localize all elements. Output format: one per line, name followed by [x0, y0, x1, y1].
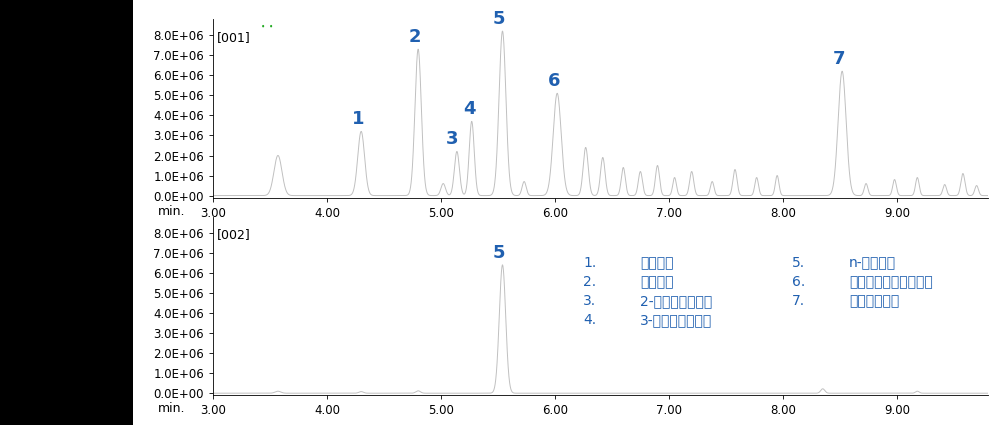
Text: 5: 5 [493, 244, 505, 262]
Text: 5.: 5. [792, 256, 805, 270]
Text: 3-メチルペンタン: 3-メチルペンタン [640, 313, 713, 327]
Polygon shape [0, 0, 133, 425]
Text: メチルシクロペンタン: メチルシクロペンタン [849, 275, 933, 289]
Text: 5: 5 [493, 10, 505, 28]
Text: アセトン: アセトン [640, 275, 674, 289]
Text: min.: min. [158, 402, 186, 415]
Text: [002]: [002] [217, 228, 251, 241]
Text: 1.: 1. [583, 256, 597, 270]
Text: O: O [20, 235, 32, 249]
Text: 6.: 6. [792, 275, 805, 289]
Text: 2-メチルペンタン: 2-メチルペンタン [640, 294, 713, 308]
Text: [001]: [001] [217, 31, 251, 43]
Text: ple: ple [20, 116, 44, 130]
Text: 4: 4 [463, 100, 476, 118]
Text: 3.: 3. [583, 294, 597, 308]
Text: n-ヘキサン: n-ヘキサン [849, 256, 896, 270]
Text: m: m [20, 303, 35, 317]
Text: 6: 6 [548, 72, 560, 91]
Text: 7: 7 [832, 50, 845, 68]
Text: 1: 1 [351, 110, 364, 128]
Text: ane: ane [20, 269, 48, 283]
Text: min.: min. [158, 204, 186, 218]
Text: 2: 2 [408, 28, 421, 46]
Text: 3: 3 [446, 130, 459, 148]
Text: 7.: 7. [792, 294, 805, 308]
Text: ヘキサナール: ヘキサナール [849, 294, 899, 308]
Text: own: own [20, 82, 52, 96]
Text: 4.: 4. [583, 313, 597, 327]
Text: ペンタン: ペンタン [640, 256, 674, 270]
Text: 2.: 2. [583, 275, 597, 289]
